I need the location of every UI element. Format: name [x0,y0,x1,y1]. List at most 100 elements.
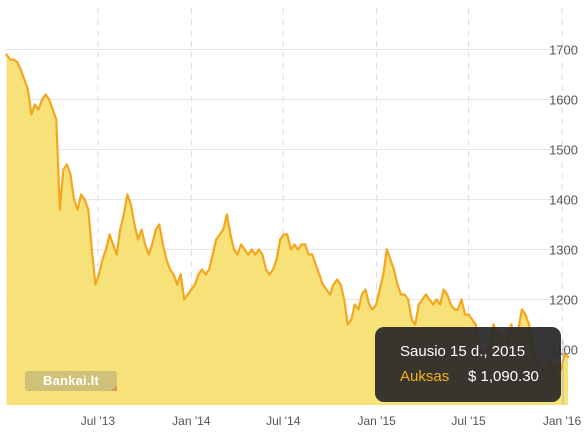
data-point-137 [492,323,495,326]
y-tick-label: 1600 [549,93,578,108]
data-point-90 [325,288,328,291]
data-point-125 [449,303,452,306]
data-point-101 [364,288,367,291]
data-point-55 [200,268,204,271]
data-point-95 [343,298,346,301]
data-point-94 [339,283,342,286]
data-point-48 [176,283,179,286]
data-point-69 [250,248,253,251]
data-point-30 [112,243,115,246]
data-point-49 [179,273,182,276]
data-point-115 [414,323,417,326]
data-point-79 [286,233,289,236]
data-point-61 [222,228,225,231]
data-point-119 [428,298,431,301]
chart-tooltip: Sausio 15 d., 2015 Auksas $ 1,090.30 [375,327,561,402]
data-point-74 [268,273,271,276]
data-point-16 [62,168,65,171]
data-point-45 [165,258,168,261]
data-point-100 [360,293,363,296]
data-point-33 [122,213,125,216]
data-point-40 [147,253,150,256]
data-point-60 [218,233,221,236]
data-point-35 [129,203,132,206]
data-point-29 [108,233,111,236]
data-point-66 [240,243,243,246]
data-point-2 [12,58,15,61]
data-point-103 [371,308,374,311]
data-point-41 [151,243,154,246]
data-point-142 [510,323,513,326]
data-point-27 [101,258,104,261]
x-tick-label: Jul '13 [81,414,116,428]
data-point-28 [104,248,108,251]
data-point-17 [65,163,68,166]
data-point-9 [37,108,40,111]
data-point-157 [563,353,566,356]
data-point-42 [154,228,157,231]
data-point-59 [215,238,218,241]
data-point-24 [90,248,93,251]
data-point-113 [407,298,410,301]
data-point-38 [140,228,143,231]
y-tick-label: 1300 [549,243,578,258]
data-point-147 [527,323,531,326]
data-point-78 [282,233,285,236]
data-point-21 [80,193,83,196]
data-point-8 [33,103,37,106]
data-point-39 [144,243,147,246]
data-point-75 [272,268,275,271]
data-point-77 [279,238,282,241]
data-point-96 [346,323,349,326]
data-point-105 [378,288,381,291]
data-point-22 [83,198,86,201]
data-point-37 [136,238,140,241]
data-point-123 [442,288,445,291]
x-tick-label: Jul '14 [266,414,301,428]
data-point-52 [190,288,193,291]
data-point-130 [467,313,470,316]
data-point-4 [19,68,22,71]
y-tick-label: 1700 [549,43,578,58]
x-tick-label: Jul '15 [451,414,486,428]
data-point-89 [321,283,324,286]
data-point-23 [87,208,90,211]
x-tick-label: Jan '15 [358,414,397,428]
data-point-129 [463,313,467,316]
data-point-46 [168,268,172,271]
data-point-65 [236,253,239,256]
data-point-109 [392,268,395,271]
data-point-47 [172,273,175,276]
data-point-19 [72,198,76,201]
data-point-91 [328,293,332,296]
data-point-104 [375,303,378,306]
data-point-76 [275,258,278,261]
data-point-97 [350,318,353,321]
y-tick-label: 1500 [549,143,578,158]
data-point-111 [399,293,403,296]
data-point-107 [385,248,388,251]
tooltip-series-name: Auksas [400,368,450,385]
data-point-36 [133,223,136,226]
tooltip-value: $ 1,090.30 [468,368,539,385]
data-point-64 [232,248,236,251]
data-point-58 [211,253,214,256]
data-point-54 [197,273,200,276]
data-point-126 [453,308,456,311]
y-tick-label: 1200 [549,293,578,308]
data-point-128 [460,298,463,301]
data-point-121 [435,298,438,301]
bankai-logo-badge: Bankai.lt [25,371,117,391]
data-point-80 [289,248,292,251]
data-point-43 [158,223,161,226]
data-point-25 [94,283,97,286]
data-point-84 [304,243,307,246]
data-point-57 [208,268,211,271]
data-point-146 [524,313,527,316]
data-point-108 [389,258,392,261]
data-point-56 [204,273,207,276]
data-point-0 [5,53,8,56]
data-point-51 [186,293,189,296]
data-point-124 [446,293,449,296]
